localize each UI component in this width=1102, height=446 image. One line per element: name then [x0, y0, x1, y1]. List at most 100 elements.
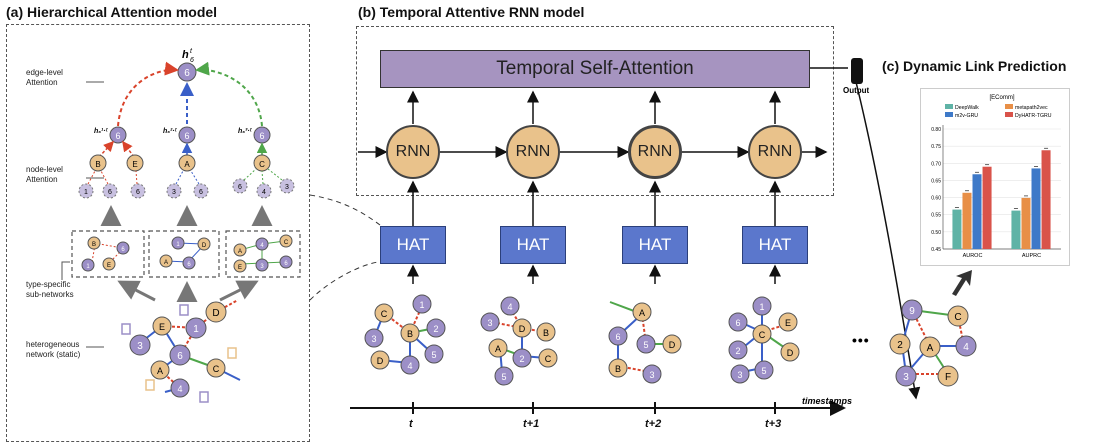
svg-text:F: F [945, 372, 951, 383]
svg-text:C: C [381, 309, 388, 319]
svg-text:D: D [202, 243, 207, 249]
bar-auroc-3 [982, 166, 992, 249]
svg-text:6: 6 [259, 131, 264, 141]
static-network-graph: 3 E 1 D 6 A C 4 [121, 299, 241, 403]
timestamps-label: timestamps [802, 396, 853, 406]
bar-auprc-0 [1011, 210, 1021, 249]
y-tick-0: 0.45 [931, 247, 941, 253]
svg-text:1: 1 [193, 324, 199, 335]
svg-text:4: 4 [262, 189, 266, 196]
svg-text:4: 4 [177, 384, 182, 394]
svg-text:3: 3 [137, 341, 143, 352]
chart-svg: [EComm] DeepWalk metapath2vec m2v-GRU DyHATR… [931, 95, 1061, 259]
svg-text:B: B [407, 329, 413, 339]
hat-block-t3: HAT [742, 226, 808, 264]
panel-a-title: (a) Hierarchical Attention model [6, 4, 218, 20]
svg-text:B: B [92, 242, 96, 248]
svg-text:C: C [545, 354, 552, 364]
svg-text:A: A [184, 160, 190, 169]
svg-text:6: 6 [238, 184, 242, 191]
time-tick-t: t [409, 418, 413, 430]
rnn-cell-t1: RNN [506, 125, 560, 179]
bar-auprc-2 [1031, 168, 1041, 249]
svg-text:9: 9 [909, 306, 915, 317]
edge-level-attention-text: Attention [26, 78, 58, 87]
type-specific-label: type-specific sub-networks [26, 280, 74, 300]
svg-text:3: 3 [487, 318, 492, 328]
top-embedding-subscript: 6 [190, 57, 194, 64]
svg-text:6: 6 [615, 332, 620, 342]
svg-text:3: 3 [649, 370, 654, 380]
snapshot-t: C 1 3 B 2 D 4 5 [364, 294, 446, 375]
rnn-cell-t: RNN [386, 125, 440, 179]
svg-text:3: 3 [371, 334, 376, 344]
ellipsis: ••• [852, 332, 870, 348]
legend-label-1: metapath2vec [1015, 105, 1048, 111]
svg-text:B: B [543, 328, 549, 338]
svg-text:A: A [164, 260, 168, 266]
edge-level-text: edge-level [26, 68, 63, 77]
hat-block-t2: HAT [622, 226, 688, 264]
output-label: Output [843, 86, 870, 95]
type-specific-text: type-specific [26, 280, 71, 289]
svg-text:6: 6 [177, 351, 183, 362]
svg-text:6: 6 [187, 262, 191, 268]
svg-text:C: C [259, 160, 265, 169]
svg-text:D: D [787, 348, 794, 358]
svg-text:2: 2 [735, 346, 740, 356]
snapshot-t1: 4 3 D B A 2 C 5 [480, 296, 558, 386]
svg-text:6: 6 [108, 189, 112, 196]
svg-text:A: A [495, 344, 501, 354]
svg-text:2: 2 [433, 324, 438, 334]
y-tick-2: 0.55 [931, 213, 941, 219]
node-level-label: node-level Attention [26, 165, 63, 185]
legend-label-3: DyHATR-TGRU [1015, 113, 1052, 119]
svg-text:C: C [284, 240, 289, 246]
svg-text:3: 3 [285, 184, 289, 191]
hat-block-t: HAT [380, 226, 446, 264]
legend-swatch-2 [945, 112, 953, 117]
svg-text:5: 5 [643, 340, 648, 350]
heterogeneous-text: heterogeneous [26, 340, 80, 349]
bar-auroc-1 [962, 192, 972, 249]
svg-text:E: E [238, 265, 242, 271]
svg-text:A: A [927, 343, 934, 354]
svg-text:C: C [954, 312, 961, 323]
y-tick-1: 0.50 [931, 230, 941, 236]
svg-text:B: B [615, 364, 621, 374]
x-tick-1: AUPRC [1022, 253, 1041, 259]
node-level-text: node-level [26, 165, 63, 174]
rnn-cell-t2: RNN [628, 125, 682, 179]
heterogeneous-label: heterogeneous network (static) [26, 340, 80, 360]
svg-text:1: 1 [759, 302, 764, 312]
svg-text:A: A [238, 249, 242, 255]
svg-text:5: 5 [431, 350, 436, 360]
svg-text:3: 3 [737, 370, 742, 380]
svg-text:C: C [213, 364, 220, 374]
legend-swatch-3 [1005, 112, 1013, 117]
predicted-graph: 9 C 2 A 4 3 F [889, 299, 977, 387]
svg-text:4: 4 [963, 342, 969, 353]
legend-label-2: m2v-GRU [955, 113, 978, 119]
mid-embedding-1: h₆¹·ᵗ [94, 128, 108, 135]
temporal-snapshots: C 1 3 B 2 D 4 5 4 3 D B A 2 C 5 A 6 5 D … [364, 294, 800, 386]
svg-text:D: D [519, 324, 526, 334]
svg-text:A: A [639, 308, 645, 318]
temporal-rnn-frame [356, 26, 834, 196]
hierarchical-attention-diagram: 6 h t 6 6 6 6 h₆¹·ᵗ h₆²·ᵗ h₆³·ᵗ B E 1 6 … [61, 48, 301, 403]
time-tick-t1: t+1 [523, 418, 540, 430]
y-tick-7: 0.80 [931, 127, 941, 133]
edge-level-label: edge-level Attention [26, 68, 63, 88]
mid-embedding-3: h₆³·ᵗ [238, 128, 252, 135]
time-tick-t3: t+3 [765, 418, 782, 430]
svg-text:6: 6 [184, 131, 189, 141]
y-tick-4: 0.65 [931, 178, 941, 184]
svg-text:E: E [785, 318, 791, 328]
svg-text:3: 3 [260, 264, 264, 270]
bar-auroc-2 [972, 174, 982, 249]
svg-text:1: 1 [176, 242, 180, 248]
snapshot-t2: A 6 5 D B 3 [608, 301, 682, 384]
panel-a-frame [6, 24, 310, 442]
svg-text:1: 1 [84, 189, 88, 196]
svg-text:4: 4 [507, 302, 512, 312]
